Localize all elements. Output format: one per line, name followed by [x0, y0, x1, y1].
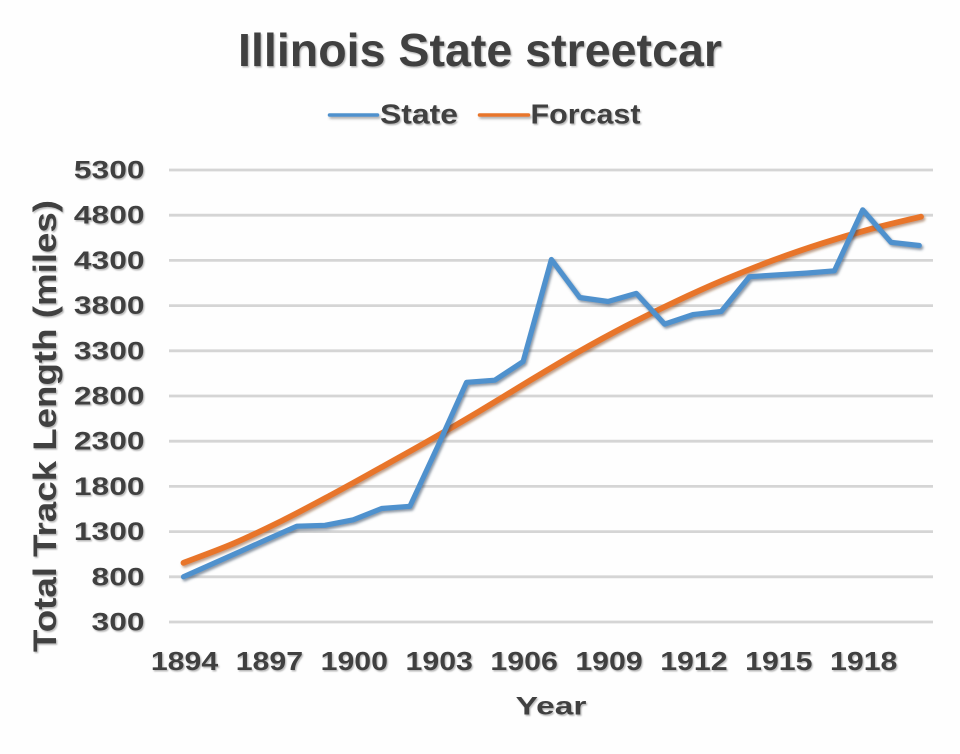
svg-text:1918: 1918 — [830, 646, 897, 675]
svg-text:Total Track Length (miles): Total Track Length (miles) — [27, 200, 63, 652]
svg-text:2300: 2300 — [74, 428, 145, 456]
svg-text:3800: 3800 — [74, 292, 145, 320]
svg-text:Year: Year — [516, 693, 587, 721]
svg-text:1800: 1800 — [74, 473, 145, 501]
svg-text:1897: 1897 — [236, 646, 303, 675]
svg-text:1900: 1900 — [321, 646, 388, 675]
svg-text:800: 800 — [92, 563, 145, 591]
svg-text:3300: 3300 — [74, 337, 145, 365]
svg-text:2800: 2800 — [74, 383, 145, 411]
svg-text:1909: 1909 — [575, 646, 642, 675]
svg-text:Forcast: Forcast — [531, 99, 641, 130]
svg-text:4800: 4800 — [74, 202, 145, 230]
svg-text:State: State — [380, 99, 458, 130]
svg-text:1300: 1300 — [74, 518, 145, 546]
svg-text:5300: 5300 — [74, 157, 145, 185]
svg-text:1906: 1906 — [490, 646, 557, 675]
svg-text:1915: 1915 — [745, 646, 812, 675]
svg-text:300: 300 — [92, 609, 145, 637]
svg-text:1894: 1894 — [151, 646, 219, 675]
svg-text:4300: 4300 — [74, 247, 145, 275]
svg-text:Illinois State streetcar: Illinois State streetcar — [238, 24, 722, 76]
svg-text:1903: 1903 — [406, 646, 473, 675]
svg-text:1912: 1912 — [660, 646, 727, 675]
